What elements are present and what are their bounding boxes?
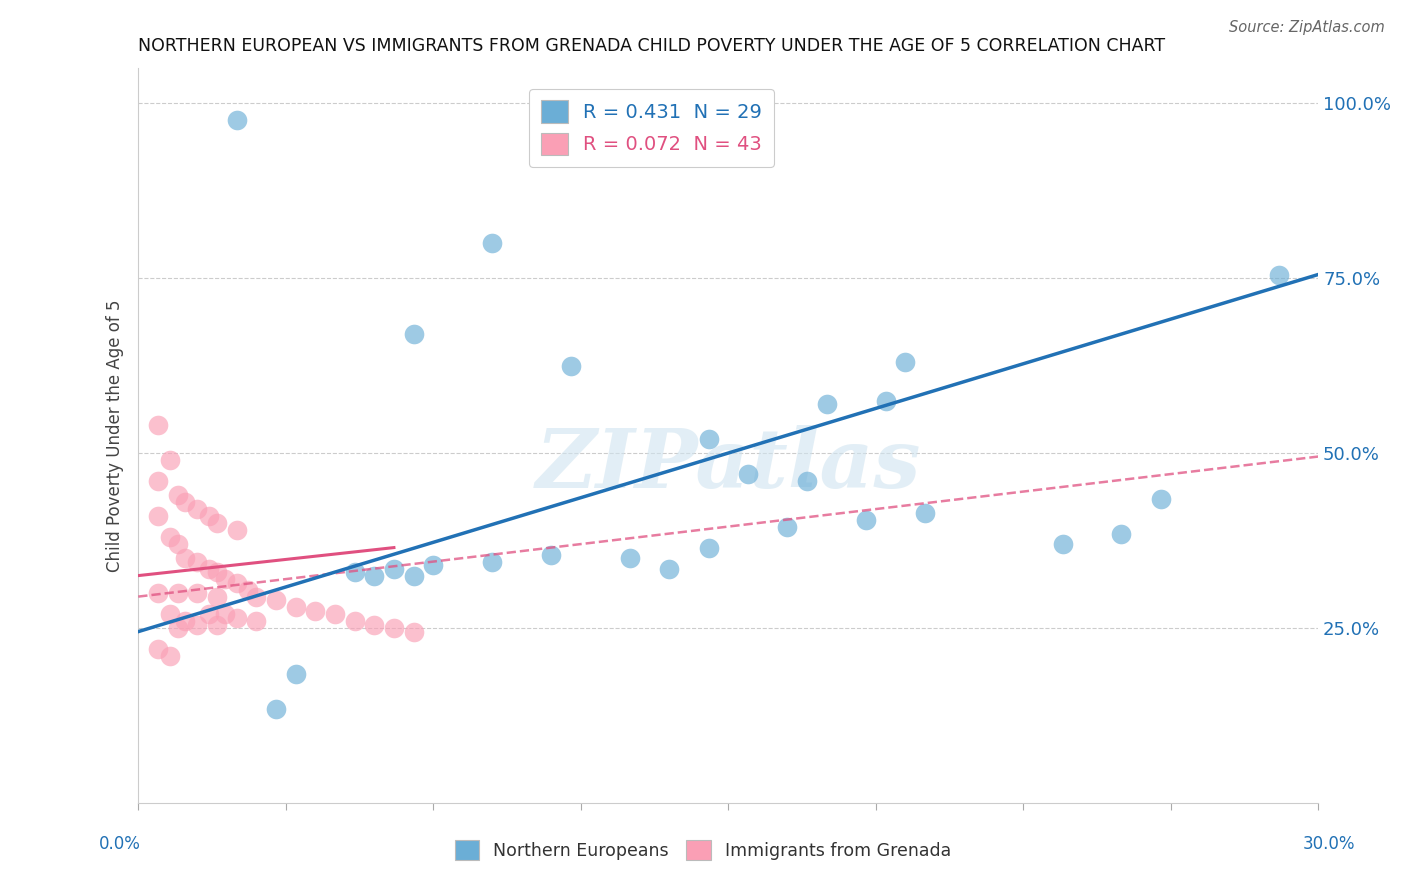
Point <box>540 548 562 562</box>
Point <box>159 607 181 621</box>
Point <box>776 519 799 533</box>
Point <box>363 568 385 582</box>
Point <box>166 488 188 502</box>
Point <box>225 113 247 128</box>
Point <box>214 572 236 586</box>
Point <box>343 614 366 628</box>
Point <box>284 666 307 681</box>
Point <box>363 617 385 632</box>
Text: Source: ZipAtlas.com: Source: ZipAtlas.com <box>1229 20 1385 35</box>
Point <box>238 582 260 597</box>
Point <box>304 604 326 618</box>
Point <box>658 561 681 575</box>
Point <box>914 506 936 520</box>
Point <box>174 614 197 628</box>
Point <box>146 509 169 524</box>
Point <box>402 624 425 639</box>
Point <box>894 355 917 369</box>
Point <box>560 359 582 373</box>
Point <box>205 565 228 579</box>
Point <box>697 432 720 446</box>
Point <box>245 590 267 604</box>
Point <box>205 590 228 604</box>
Point <box>159 649 181 664</box>
Point <box>146 474 169 488</box>
Y-axis label: Child Poverty Under the Age of 5: Child Poverty Under the Age of 5 <box>107 300 124 572</box>
Point <box>1052 537 1074 551</box>
Point <box>382 621 405 635</box>
Legend: Northern Europeans, Immigrants from Grenada: Northern Europeans, Immigrants from Gren… <box>449 833 957 867</box>
Point <box>1268 268 1291 282</box>
Point <box>186 586 208 600</box>
Point <box>174 551 197 566</box>
Point <box>1150 491 1173 506</box>
Point <box>198 509 221 524</box>
Point <box>323 607 346 621</box>
Point <box>225 575 247 590</box>
Point <box>225 523 247 537</box>
Point <box>284 600 307 615</box>
Point <box>697 541 720 555</box>
Text: 0.0%: 0.0% <box>98 835 141 853</box>
Point <box>1111 526 1133 541</box>
Point <box>402 326 425 341</box>
Point <box>146 418 169 433</box>
Point <box>737 467 759 481</box>
Point <box>146 586 169 600</box>
Point <box>815 397 838 411</box>
Point <box>619 551 641 566</box>
Point <box>245 614 267 628</box>
Point <box>198 561 221 575</box>
Point <box>796 474 818 488</box>
Point <box>205 516 228 530</box>
Point <box>214 607 236 621</box>
Point <box>159 530 181 544</box>
Point <box>481 555 503 569</box>
Point <box>402 568 425 582</box>
Point <box>225 610 247 624</box>
Point <box>198 607 221 621</box>
Point <box>186 502 208 516</box>
Point <box>186 555 208 569</box>
Point <box>382 561 405 575</box>
Point <box>264 701 287 715</box>
Point <box>174 495 197 509</box>
Point <box>855 512 877 526</box>
Text: NORTHERN EUROPEAN VS IMMIGRANTS FROM GRENADA CHILD POVERTY UNDER THE AGE OF 5 CO: NORTHERN EUROPEAN VS IMMIGRANTS FROM GRE… <box>138 37 1166 55</box>
Point <box>159 453 181 467</box>
Point <box>343 565 366 579</box>
Point <box>166 621 188 635</box>
Point <box>481 235 503 250</box>
Text: ZIPatlas: ZIPatlas <box>536 425 921 505</box>
Point <box>166 586 188 600</box>
Point <box>205 617 228 632</box>
Text: 30.0%: 30.0% <box>1302 835 1355 853</box>
Point <box>875 393 897 408</box>
Point <box>264 593 287 607</box>
Legend: R = 0.431  N = 29, R = 0.072  N = 43: R = 0.431 N = 29, R = 0.072 N = 43 <box>529 88 775 167</box>
Point <box>422 558 444 573</box>
Point <box>166 537 188 551</box>
Point <box>146 642 169 657</box>
Point <box>186 617 208 632</box>
